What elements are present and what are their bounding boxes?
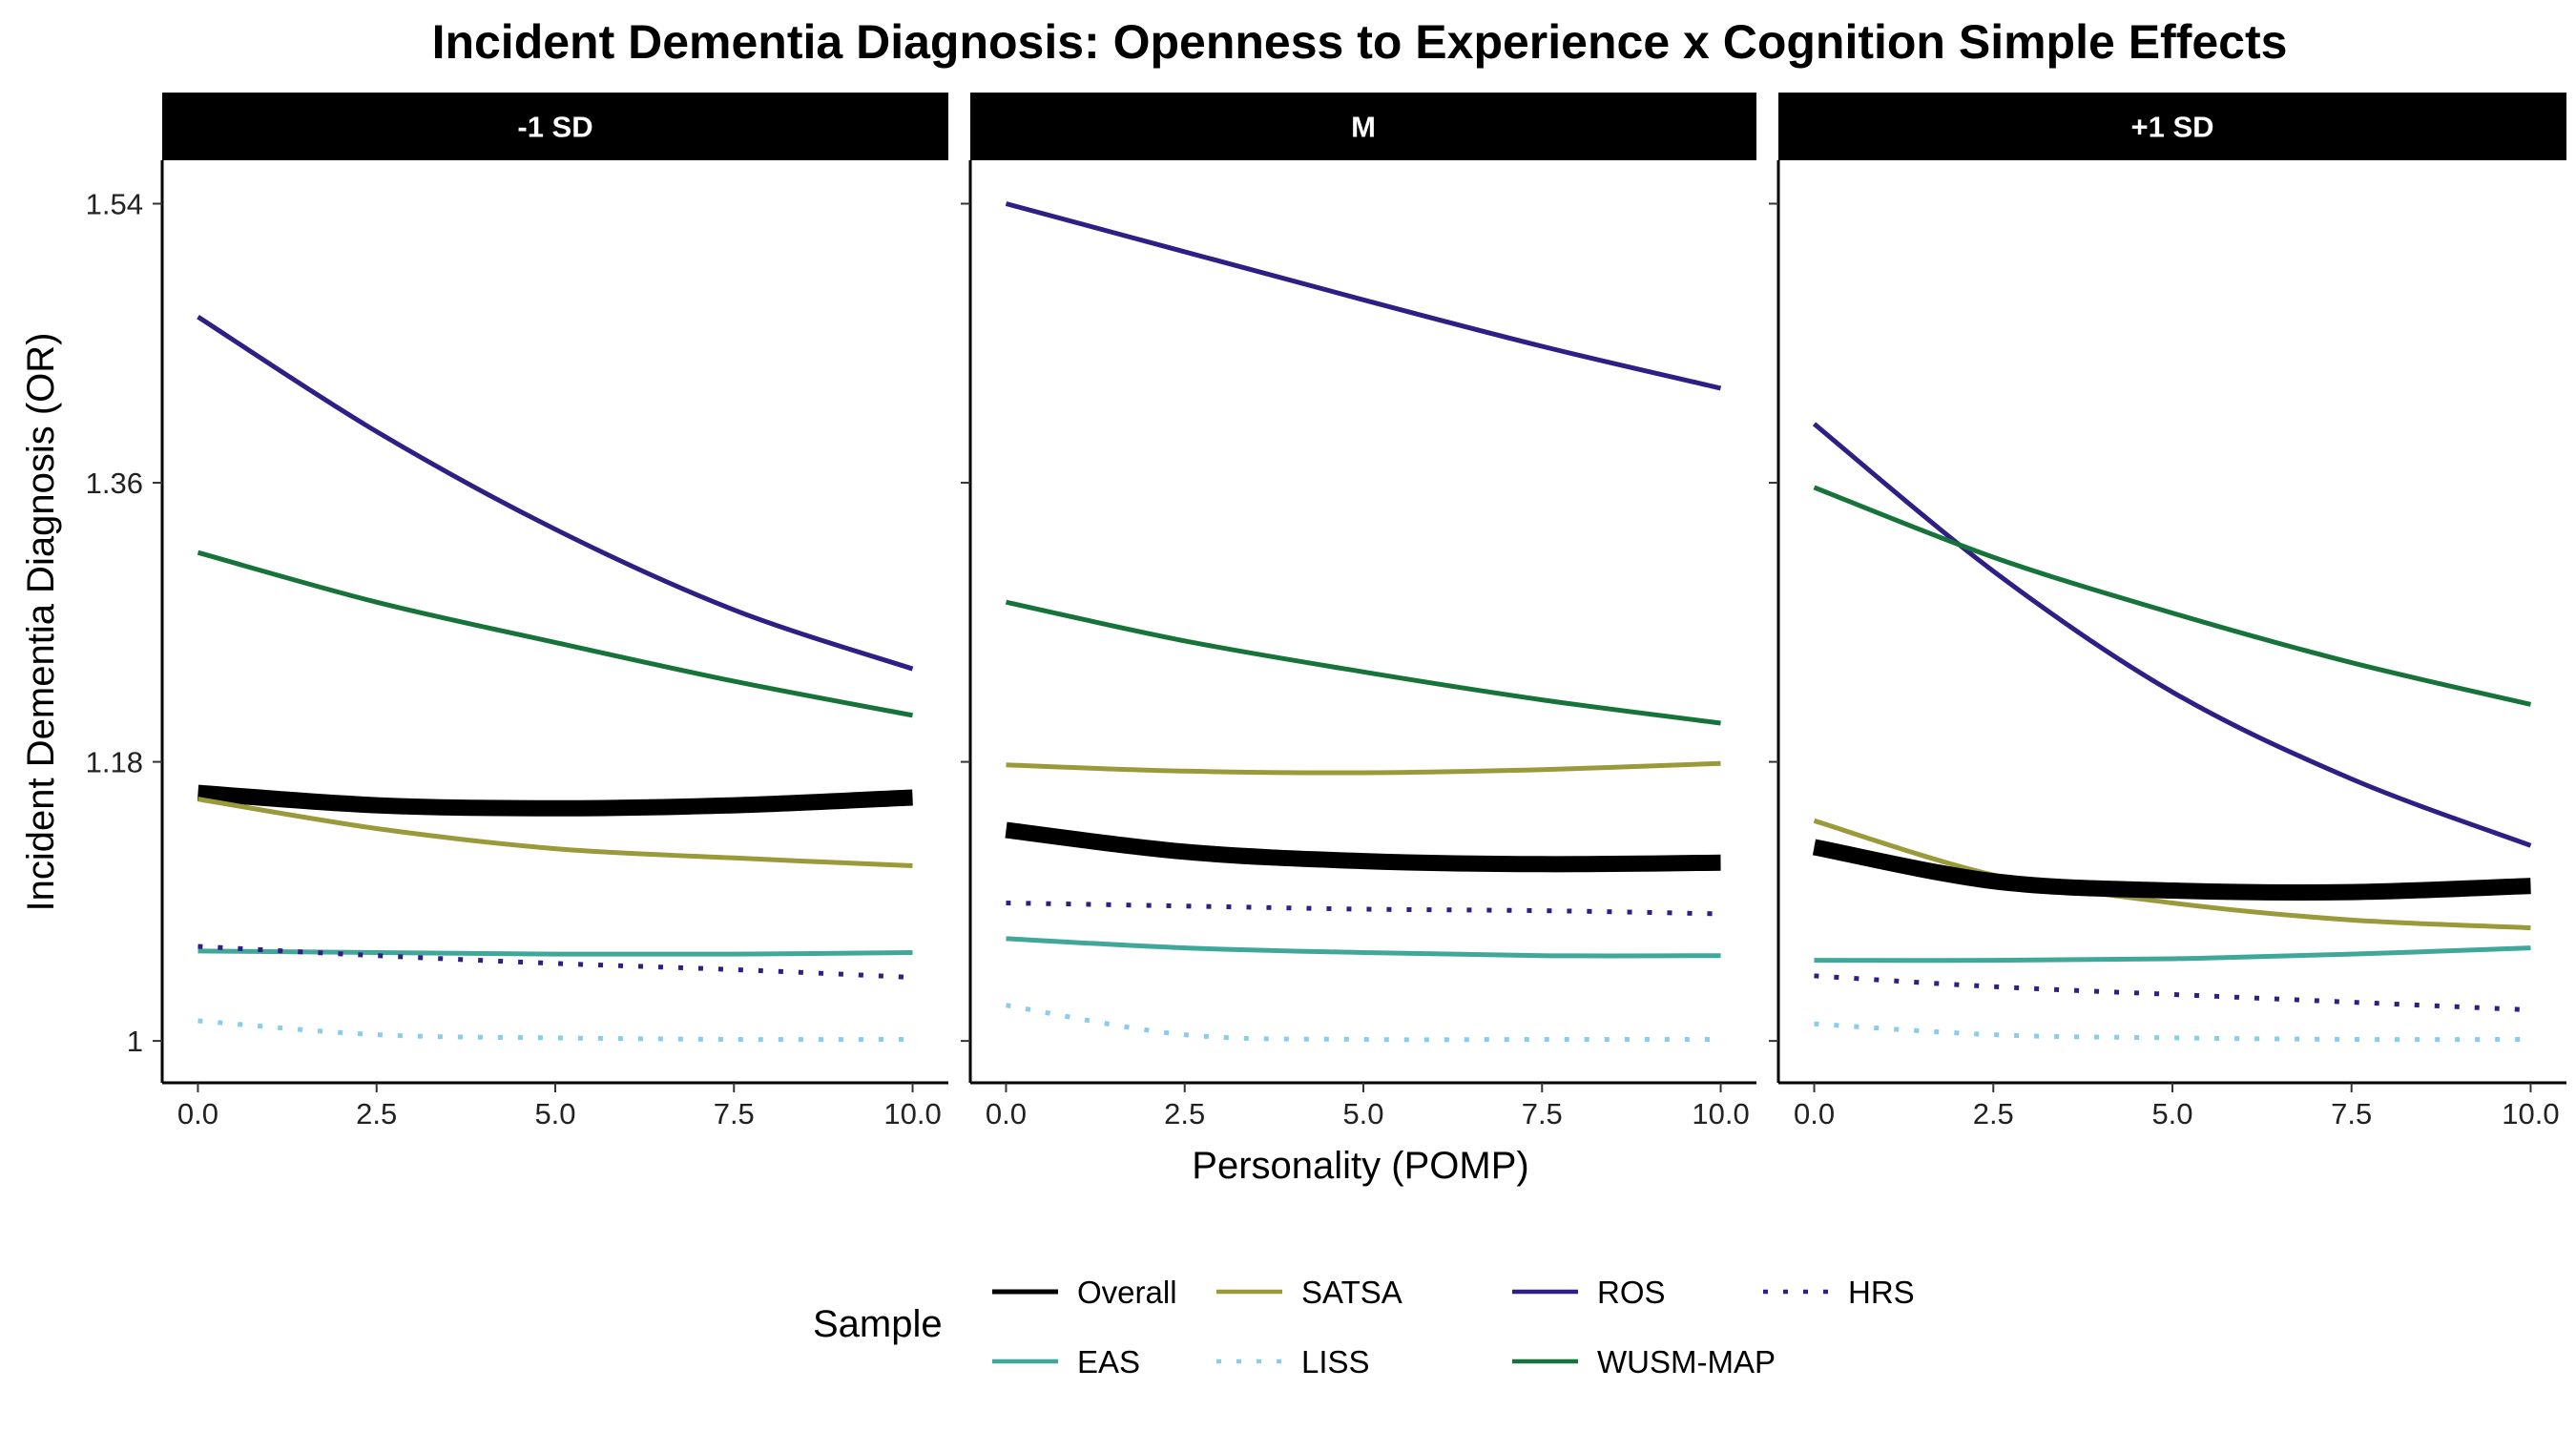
x-axis-title: Personality (POMP) [1192, 1145, 1528, 1187]
series-line-overall [1005, 821, 1721, 873]
legend-label-ros: ROS [1597, 1275, 1666, 1310]
series-line-eas [1814, 945, 2531, 964]
x-tick-label: 5.0 [1342, 1097, 1383, 1130]
x-tick-label: 7.5 [1522, 1097, 1563, 1130]
y-axis-title: Incident Dementia Diagnosis (OR) [20, 333, 62, 912]
series-line-overall [1812, 839, 2531, 901]
series-line-satsa [1006, 760, 1721, 776]
legend-label-overall: Overall [1077, 1275, 1177, 1310]
legend-label-hrs: HRS [1848, 1275, 1915, 1310]
series-line-eas [1006, 936, 1721, 959]
series-line-wusm-map [1813, 485, 2532, 707]
x-tick-label: 2.5 [1164, 1097, 1205, 1130]
x-tick-label: 5.0 [534, 1097, 575, 1130]
legend-label-liss: LISS [1301, 1344, 1370, 1379]
x-tick-label: 2.5 [1973, 1097, 2014, 1130]
x-tick-label: 10.0 [2502, 1097, 2559, 1130]
x-tick-label: 0.0 [1794, 1097, 1835, 1130]
panel-1-sd: -1 SD 0.0 2.5 5.0 7.5 10.0 1 1.18 1.36 1.54 [86, 93, 948, 1130]
chart-title: Incident Dementia Diagnosis: Openness to… [432, 15, 2288, 69]
series-line-eas [197, 948, 913, 957]
series-line-wusm-map [1005, 599, 1721, 726]
panel-strip-label: M [1351, 111, 1376, 144]
series-line-ros [197, 314, 914, 672]
series-line-wusm-map [197, 550, 913, 718]
x-tick-label: 5.0 [2151, 1097, 2192, 1130]
x-tick-label: 10.0 [1692, 1097, 1749, 1130]
legend: Sample Overall EAS SATSA LISS ROS WUSM-MAP HRS [813, 1275, 1915, 1379]
series-line-ros [1005, 201, 1722, 391]
series-line-ros [1812, 422, 2532, 848]
x-tick-label: 10.0 [883, 1097, 941, 1130]
panel-strip [970, 93, 1756, 160]
legend-label-wusm-map: WUSM-MAP [1597, 1344, 1776, 1379]
y-tick-label: 1.18 [86, 746, 143, 779]
series-line-overall [197, 784, 913, 817]
panel-strip [1778, 93, 2566, 160]
legend-title: Sample [813, 1303, 943, 1345]
x-tick-label: 0.0 [177, 1097, 218, 1130]
panel-strip-label: +1 SD [2130, 111, 2213, 144]
y-tick-label: 1 [127, 1025, 143, 1058]
x-tick-label: 0.0 [986, 1097, 1027, 1130]
legend-label-satsa: SATSA [1301, 1275, 1402, 1310]
x-tick-label: 7.5 [2331, 1097, 2372, 1130]
series-line-satsa [1813, 818, 2531, 930]
x-tick-label: 7.5 [714, 1097, 755, 1130]
panel-1-sd: +1 SD 0.0 2.5 5.0 7.5 10.0 [1769, 93, 2566, 1130]
series-line-satsa [197, 797, 913, 868]
y-tick-label: 1.36 [86, 467, 143, 500]
x-tick-label: 2.5 [356, 1097, 397, 1130]
panel-m: M 0.0 2.5 5.0 7.5 10.0 [961, 93, 1756, 1130]
panel-strip-label: -1 SD [517, 111, 592, 144]
panel-strip [162, 93, 948, 160]
panels: -1 SD 0.0 2.5 5.0 7.5 10.0 1 1.18 1.36 1.54 M 0.0 2.… [86, 93, 2566, 1130]
y-tick-label: 1.54 [86, 188, 143, 221]
legend-label-eas: EAS [1077, 1344, 1140, 1379]
